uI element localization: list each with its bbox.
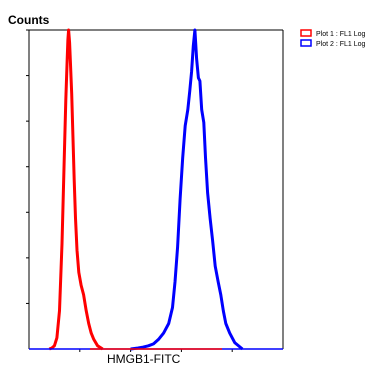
y-axis-label: Counts xyxy=(8,13,50,27)
legend-label-2: Plot 2 : FL1 Log xyxy=(316,41,366,48)
series-line-1 xyxy=(48,28,104,351)
legend-swatch-1 xyxy=(300,29,312,37)
plot-area xyxy=(26,28,284,352)
legend-swatch-2 xyxy=(300,39,312,47)
legend-label-1: Plot 1 : FL1 Log xyxy=(316,31,366,38)
series-line-2 xyxy=(130,28,244,351)
legend: Plot 1 : FL1 Log Plot 2 : FL1 Log xyxy=(300,29,366,48)
x-axis-label: HMGB1-FITC xyxy=(107,352,181,365)
